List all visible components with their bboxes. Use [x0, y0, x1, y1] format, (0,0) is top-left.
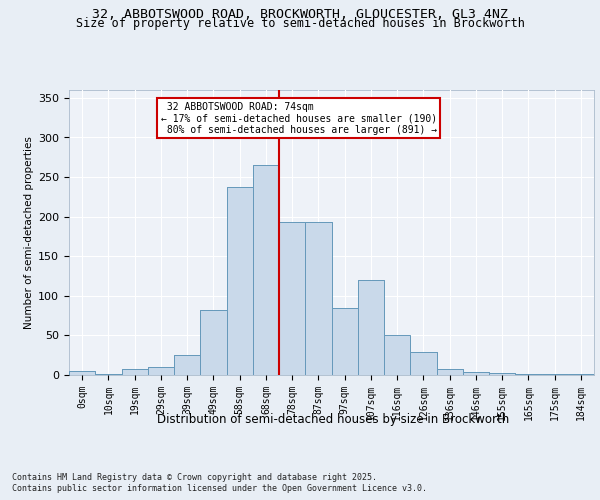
- Bar: [148, 367, 174, 375]
- Bar: [463, 372, 489, 375]
- Bar: [279, 222, 305, 375]
- Bar: [69, 371, 95, 375]
- Text: Size of property relative to semi-detached houses in Brockworth: Size of property relative to semi-detach…: [76, 18, 524, 30]
- Text: Distribution of semi-detached houses by size in Brockworth: Distribution of semi-detached houses by …: [157, 412, 509, 426]
- Bar: [174, 355, 200, 375]
- Bar: [200, 310, 227, 375]
- Bar: [542, 374, 568, 375]
- Text: 32, ABBOTSWOOD ROAD, BROCKWORTH, GLOUCESTER, GL3 4NZ: 32, ABBOTSWOOD ROAD, BROCKWORTH, GLOUCES…: [92, 8, 508, 20]
- Bar: [542, 374, 568, 375]
- Bar: [515, 374, 542, 375]
- Bar: [95, 374, 121, 375]
- Y-axis label: Number of semi-detached properties: Number of semi-detached properties: [24, 136, 34, 329]
- Bar: [331, 308, 358, 375]
- Bar: [95, 374, 121, 375]
- Bar: [69, 371, 95, 375]
- Bar: [121, 370, 148, 375]
- Bar: [227, 188, 253, 375]
- Bar: [200, 310, 227, 375]
- Bar: [174, 355, 200, 375]
- Bar: [410, 352, 437, 375]
- Bar: [253, 165, 279, 375]
- Bar: [437, 368, 463, 375]
- Bar: [253, 165, 279, 375]
- Text: 32 ABBOTSWOOD ROAD: 74sqm 
← 17% of semi-detached houses are smaller (190)
 80% : 32 ABBOTSWOOD ROAD: 74sqm ← 17% of semi-…: [161, 102, 437, 135]
- Bar: [489, 372, 515, 375]
- Bar: [384, 336, 410, 375]
- Bar: [384, 336, 410, 375]
- Bar: [437, 368, 463, 375]
- Bar: [489, 372, 515, 375]
- Bar: [148, 367, 174, 375]
- Bar: [121, 370, 148, 375]
- Text: Contains HM Land Registry data © Crown copyright and database right 2025.: Contains HM Land Registry data © Crown c…: [12, 472, 377, 482]
- Text: Contains public sector information licensed under the Open Government Licence v3: Contains public sector information licen…: [12, 484, 427, 493]
- Bar: [279, 222, 305, 375]
- Bar: [515, 374, 542, 375]
- Bar: [331, 308, 358, 375]
- Bar: [358, 280, 384, 375]
- Bar: [568, 374, 594, 375]
- Bar: [358, 280, 384, 375]
- Bar: [463, 372, 489, 375]
- Bar: [305, 222, 331, 375]
- Bar: [227, 188, 253, 375]
- Bar: [568, 374, 594, 375]
- Bar: [410, 352, 437, 375]
- Bar: [305, 222, 331, 375]
